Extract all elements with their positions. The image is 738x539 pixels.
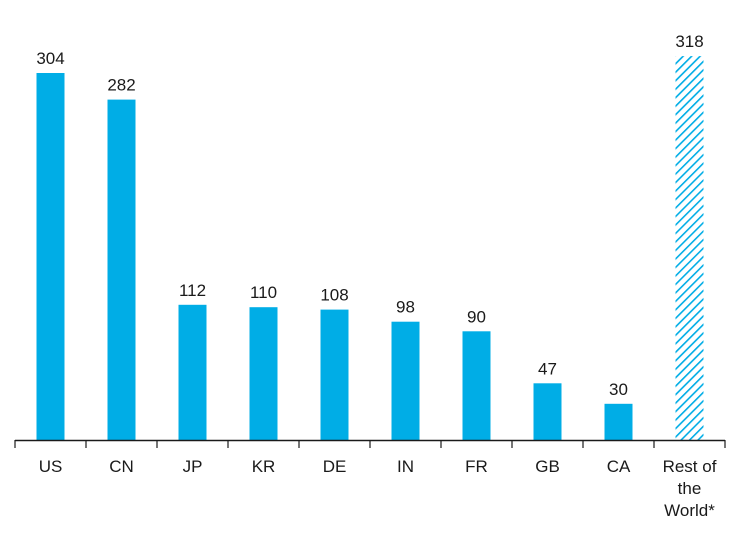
x-tick-label-4: KR [252,457,276,476]
bar-6 [391,321,420,440]
x-axis [14,439,726,448]
value-label-10: 318 [675,32,703,51]
x-tick-label-1: US [39,457,63,476]
bar-4 [249,307,278,440]
value-label-6: 98 [396,298,415,317]
x-tick-label-8: GB [535,457,560,476]
value-label-5: 108 [320,286,348,305]
bar-9 [604,403,633,440]
value-label-8: 47 [538,359,557,378]
value-label-4: 110 [250,283,277,302]
value-label-7: 90 [467,307,486,326]
bar-5 [320,309,349,440]
value-label-9: 30 [609,380,628,399]
x-tick-label-10: Rest of the World* [663,457,717,520]
x-tick-labels-group: US CN JP KR DE IN FR GB CA Rest of the World* [39,457,717,520]
bar-10 [675,56,704,440]
bar-8 [533,383,562,440]
x-tick-label-9: CA [607,457,631,476]
x-tick-label-5: DE [323,457,347,476]
x-tick-label-6: IN [397,457,414,476]
x-tick-label-2: CN [109,457,134,476]
value-labels-group: 304 282 112 110 108 98 90 47 30 318 [36,32,703,399]
x-tick-label-7: FR [465,457,488,476]
bar-7 [462,331,491,440]
bar-1 [36,73,65,440]
value-label-2: 282 [107,76,135,95]
bars-group [36,56,704,440]
x-tick-label-3: JP [183,457,203,476]
value-label-3: 112 [179,281,206,300]
value-label-1: 304 [36,49,64,68]
bar-2 [107,99,136,440]
bar-3 [178,304,207,440]
